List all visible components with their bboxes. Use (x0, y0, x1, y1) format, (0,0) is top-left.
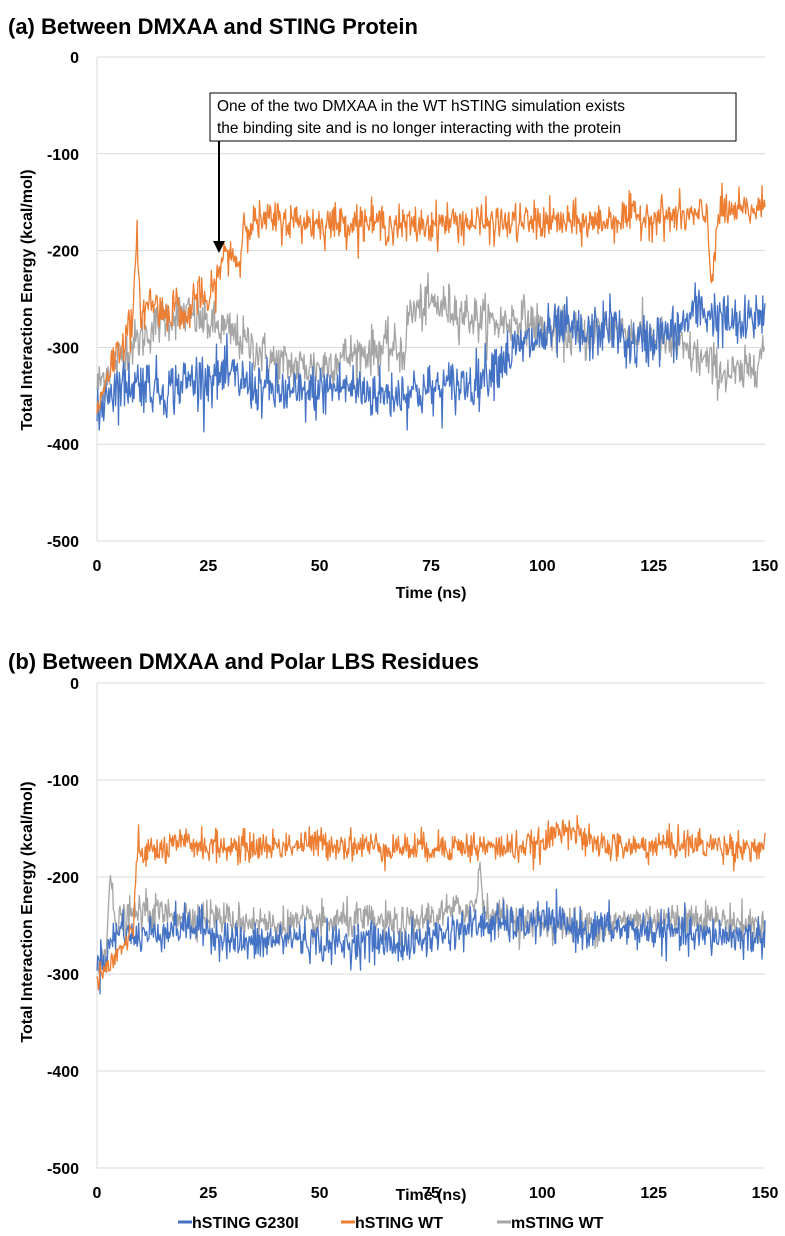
panel-a-series (96, 182, 766, 433)
x-tick-label: 75 (422, 558, 440, 575)
panel-a-x-tick-labels: 0 25 50 75 100 125 150 (93, 558, 779, 575)
x-tick-label: 75 (422, 1185, 440, 1202)
legend-label: hSTING WT (355, 1215, 443, 1232)
x-tick-label: 50 (311, 1185, 329, 1202)
y-tick-label: -500 (47, 534, 79, 551)
legend: hSTING G230I hSTING WT mSTING WT (178, 1215, 604, 1232)
legend-label: hSTING G230I (192, 1215, 299, 1232)
y-tick-label: -500 (47, 1161, 79, 1178)
panel-a-x-axis-label: Time (ns) (396, 585, 467, 602)
y-tick-label: -400 (47, 437, 79, 454)
annotation-line-1: One of the two DMXAA in the WT hSTING si… (217, 98, 625, 115)
y-tick-label: -300 (47, 340, 79, 357)
panel-b-x-tick-labels: 0 25 50 75 100 125 150 (93, 1185, 779, 1202)
panel-a-title: (a) Between DMXAA and STING Protein (8, 14, 418, 39)
x-tick-label: 25 (199, 558, 217, 575)
legend-label: mSTING WT (511, 1215, 604, 1232)
x-tick-label: 100 (529, 558, 556, 575)
panel-b: (b) Between DMXAA and Polar LBS Residues… (8, 649, 778, 1204)
panel-b-title: (b) Between DMXAA and Polar LBS Residues (8, 649, 479, 674)
y-tick-label: 0 (70, 676, 79, 693)
y-tick-label: -400 (47, 1064, 79, 1081)
panel-a-annotation: One of the two DMXAA in the WT hSTING si… (209, 92, 737, 253)
y-tick-label: -300 (47, 967, 79, 984)
x-tick-label: 150 (752, 558, 779, 575)
panel-a-y-tick-labels: 0 -100 -200 -300 -400 -500 (47, 50, 79, 551)
x-tick-label: 125 (640, 1185, 667, 1202)
y-tick-label: -200 (47, 244, 79, 261)
x-tick-label: 0 (93, 558, 102, 575)
x-tick-label: 50 (311, 558, 329, 575)
series-line-hsting-g230i (96, 888, 766, 995)
panel-b-gridlines (96, 682, 765, 1169)
series-line-msting-wt (96, 861, 766, 974)
x-tick-label: 0 (93, 1185, 102, 1202)
y-tick-label: -100 (47, 147, 79, 164)
panel-b-series (96, 814, 766, 995)
y-tick-label: 0 (70, 50, 79, 67)
panel-b-y-axis-label: Total Interaction Energy (kcal/mol) (19, 781, 36, 1042)
y-tick-label: -100 (47, 773, 79, 790)
panel-a-y-axis-label: Total Interaction Energy (kcal/mol) (19, 169, 36, 430)
annotation-line-2: the binding site and is no longer intera… (217, 120, 621, 137)
panel-b-y-tick-labels: 0 -100 -200 -300 -400 -500 (47, 676, 79, 1178)
series-line-hsting-wt (96, 182, 766, 415)
x-tick-label: 125 (640, 558, 667, 575)
y-tick-label: -200 (47, 870, 79, 887)
panel-a: (a) Between DMXAA and STING Protein 0 -10… (8, 14, 778, 602)
panel-a-gridlines (96, 56, 765, 542)
annotation-box (209, 92, 737, 142)
x-tick-label: 150 (752, 1185, 779, 1202)
x-tick-label: 25 (199, 1185, 217, 1202)
x-tick-label: 100 (529, 1185, 556, 1202)
panel-b-x-axis-label: Time (ns) (396, 1187, 467, 1204)
series-line-hsting-g230i (96, 282, 766, 433)
series-line-hsting-wt (96, 814, 766, 991)
annotation-arrowhead (213, 241, 225, 253)
